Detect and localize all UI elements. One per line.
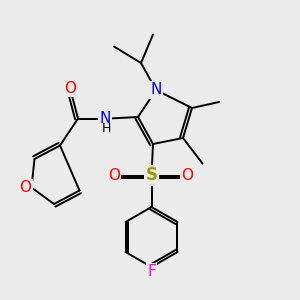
Text: S: S [146, 167, 158, 184]
Text: O: O [20, 180, 32, 195]
Text: O: O [108, 168, 120, 183]
Text: F: F [147, 264, 156, 279]
Text: O: O [182, 168, 194, 183]
Text: H: H [102, 122, 111, 136]
Text: N: N [150, 82, 162, 98]
Text: O: O [64, 81, 76, 96]
Text: N: N [99, 111, 111, 126]
